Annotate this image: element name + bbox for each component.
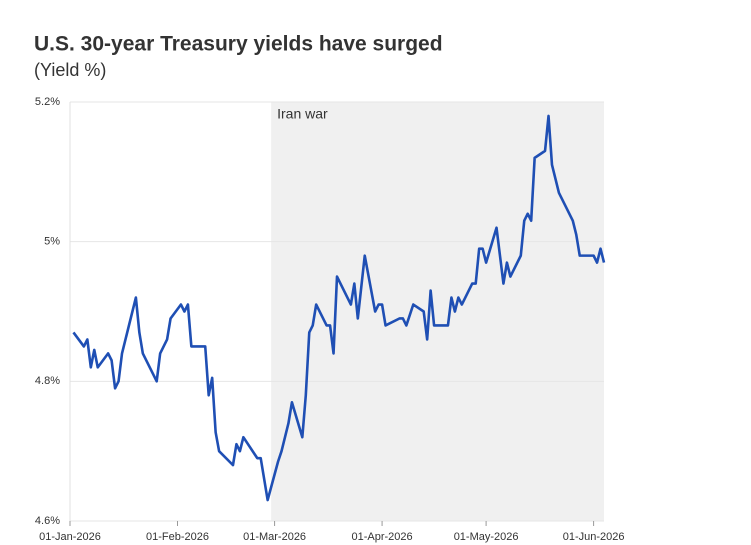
- x-tick-label: 01-Apr-2026: [351, 531, 412, 543]
- y-tick-label: 5%: [44, 236, 60, 248]
- shade-layer: [271, 102, 604, 521]
- x-tick-label: 01-Jun-2026: [563, 531, 625, 543]
- chart-title: U.S. 30-year Treasury yields have surged: [34, 33, 443, 56]
- yield-line: [72, 114, 606, 502]
- x-tick-label: 01-Jan-2026: [39, 531, 101, 543]
- x-tick-label: 01-Feb-2026: [146, 531, 209, 543]
- annotation: Iran war: [277, 106, 328, 122]
- plot-layer: [72, 114, 606, 502]
- grid-layer: [69, 101, 604, 526]
- y-tick-label: 4.8%: [35, 375, 60, 387]
- chart-subtitle: (Yield %): [34, 60, 106, 80]
- x-tick-label: 01-May-2026: [454, 531, 519, 543]
- y-tick-label: 5.2%: [35, 96, 60, 108]
- x-tick-label: 01-Mar-2026: [243, 531, 306, 543]
- y-tick-label: 4.6%: [35, 515, 60, 527]
- event-shade: [271, 102, 604, 521]
